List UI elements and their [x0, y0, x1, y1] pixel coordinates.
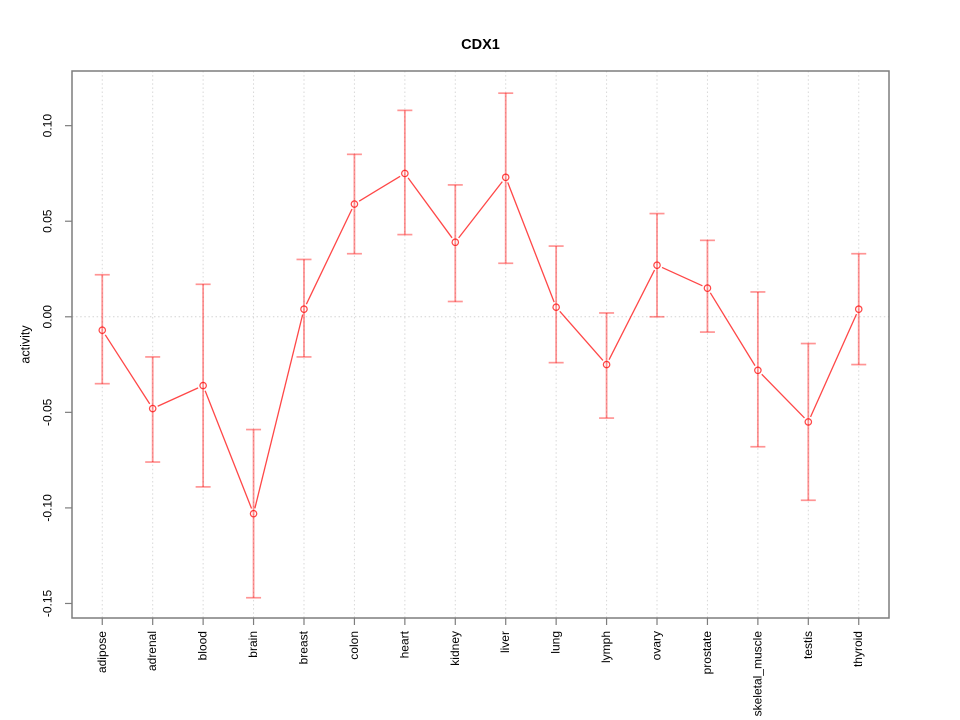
data-point	[653, 261, 661, 270]
x-tick-label: blood	[196, 631, 210, 660]
x-tick-label: adipose	[95, 631, 109, 673]
y-tick-label: 0.10	[41, 114, 55, 138]
axes-layer: 0.10 0.05 0.00 -0.05 -0.10 -0.15 adipose adrena…	[41, 70, 890, 717]
x-tick-label: lymph	[599, 631, 613, 663]
y-tick-label: 0.05	[41, 209, 55, 233]
series-segment	[458, 181, 503, 239]
series-segment	[157, 387, 199, 407]
series-segment	[608, 269, 656, 360]
x-tick-label: heart	[397, 630, 411, 658]
data-point	[804, 418, 813, 426]
x-tick-label: prostate	[700, 631, 714, 675]
gridlines-layer	[72, 71, 889, 618]
data-point	[148, 404, 157, 413]
y-tick-label: -0.05	[41, 398, 55, 426]
y-axis-label: activity	[19, 325, 33, 364]
data-point	[98, 326, 107, 334]
x-tick-label: testis	[801, 631, 815, 659]
data-point	[754, 366, 762, 375]
series-segment	[104, 334, 151, 405]
series-segment	[709, 292, 756, 366]
error-bars-layer	[94, 92, 867, 599]
series-segment	[559, 310, 604, 361]
y-tick-label: 0.00	[41, 305, 55, 329]
x-tick-label: colon	[347, 631, 361, 660]
series-segment	[407, 177, 453, 239]
data-point	[552, 303, 560, 312]
x-tick-label: thyroid	[851, 631, 865, 667]
x-tick-label: kidney	[448, 631, 462, 666]
data-point	[300, 305, 308, 313]
x-tick-label: breast	[296, 630, 310, 664]
plot-border	[71, 70, 890, 619]
data-point	[703, 284, 712, 292]
data-point	[350, 200, 359, 208]
x-tick-label: liver	[498, 631, 512, 653]
data-point	[451, 238, 460, 247]
data-point	[401, 169, 409, 178]
series-segment	[809, 313, 858, 418]
series-segment	[204, 390, 253, 509]
data-point	[501, 173, 510, 182]
data-point	[249, 509, 258, 518]
x-tick-label: brain	[246, 631, 260, 658]
x-tick-label: skeletal_muscle	[750, 631, 764, 717]
chart-title: CDX1	[461, 37, 500, 53]
data-point	[602, 360, 611, 369]
series-segment	[661, 266, 703, 287]
data-points-layer	[98, 169, 863, 518]
data-point	[199, 381, 207, 390]
series-segment	[254, 314, 304, 509]
x-tick-label: ovary	[650, 631, 664, 660]
series-segment	[305, 208, 353, 305]
x-tick-label: adrenal	[145, 631, 159, 671]
series-segment	[507, 182, 555, 303]
y-tick-label: -0.10	[41, 494, 55, 522]
series-line-layer	[104, 175, 858, 509]
series-segment	[358, 175, 401, 202]
series-segment	[761, 373, 805, 419]
x-tick-label: lung	[549, 631, 563, 654]
y-tick-label: -0.15	[41, 589, 55, 617]
data-point	[854, 305, 863, 313]
